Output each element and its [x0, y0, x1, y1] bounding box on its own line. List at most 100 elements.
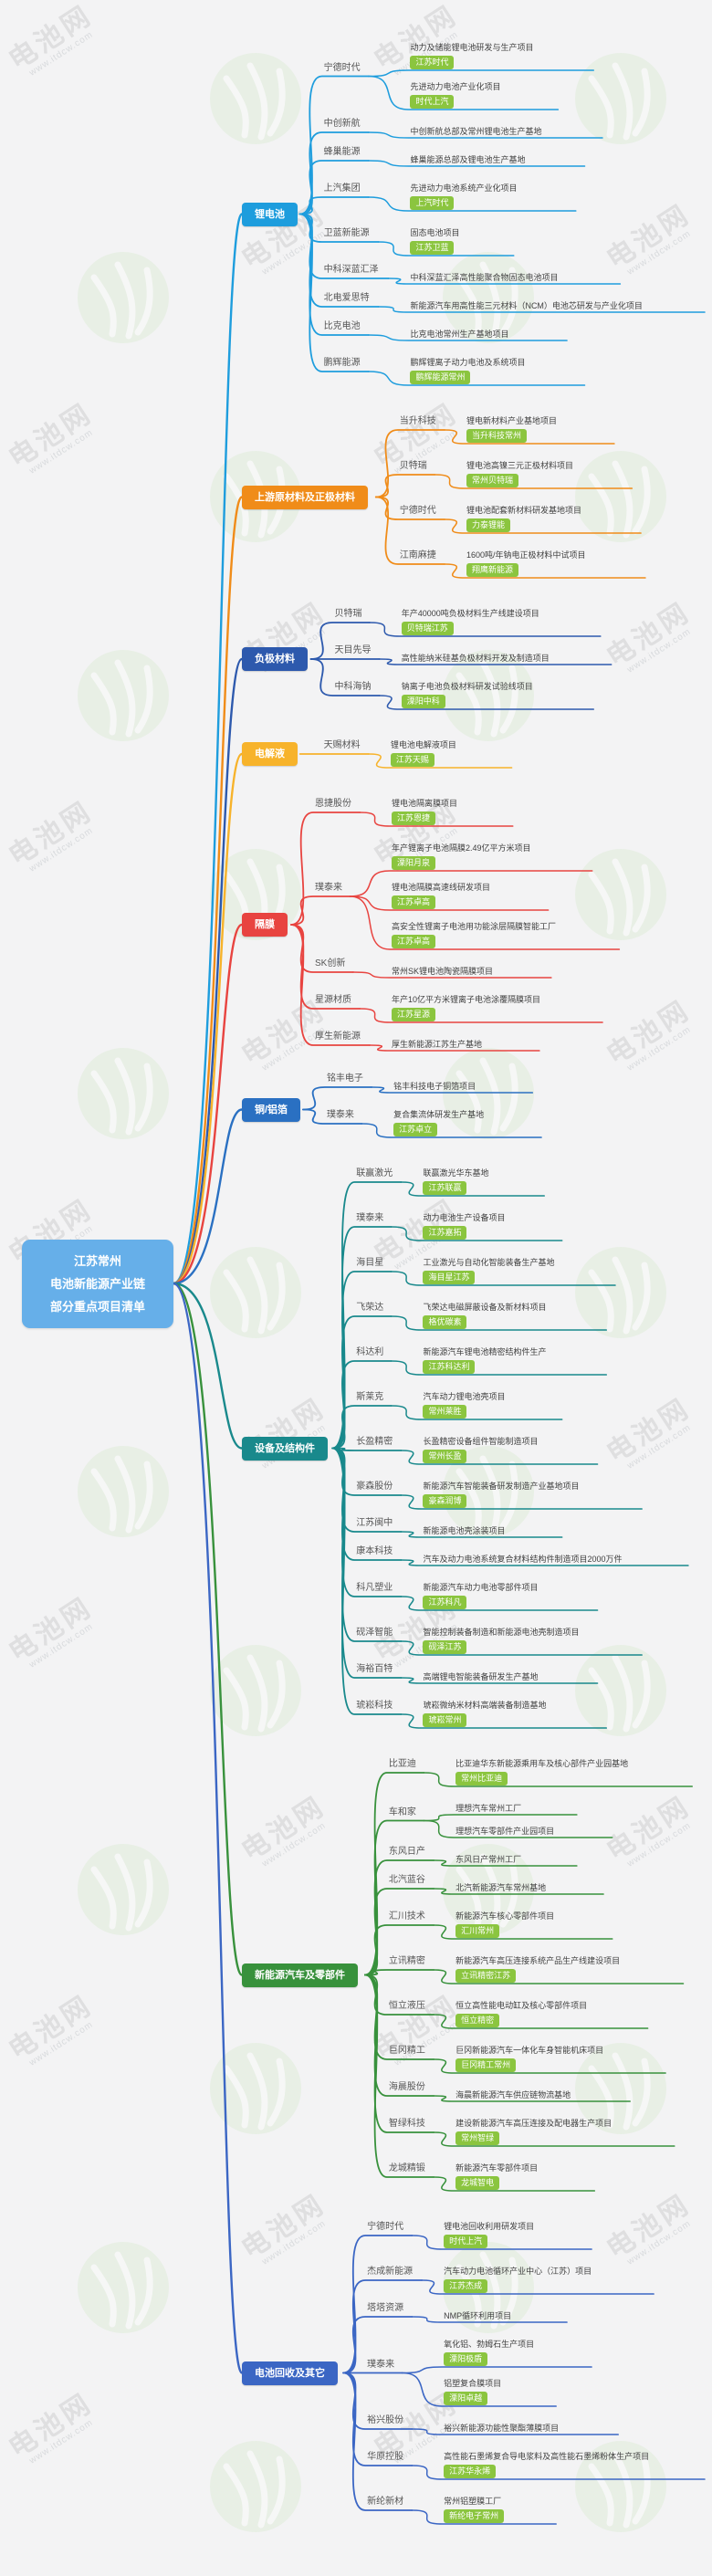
project-title: 汽车及动力电池系统复合材料结构件制造项目2000万件 [423, 1555, 623, 1564]
project-item: 蜂巢能源总部及锂电池生产基地 [410, 154, 525, 165]
company-label: 璞泰来 [356, 1213, 384, 1223]
branch-connector [331, 1447, 403, 1451]
branch-connector [302, 1108, 363, 1125]
project-company-tag: 常州比亚迪 [455, 1772, 508, 1785]
branch-node-6: 铜/铝箔 [242, 1097, 301, 1122]
project-title: 年产10亿平方米锂离子电池涂覆隔膜项目 [391, 995, 540, 1004]
project-item: 建设新能源汽车高压连接及配电器生产项目 常州智绿 [455, 2118, 612, 2145]
project-title: 琥崧微纳米材料高端装备制造基地 [423, 1701, 547, 1710]
project-item: 锂电池电解液项目 江苏天赐 [390, 739, 456, 767]
branch-node-4: 电解液 [242, 742, 298, 766]
branch-connector [400, 1677, 599, 1684]
project-title: 东风日产常州工厂 [455, 1855, 522, 1864]
company-label: 康本科技 [356, 1546, 393, 1556]
project-item: 铝塑复合膜项目 溧阳卓越 [444, 2378, 501, 2405]
project-item: 氧化铝、勃姆石生产项目 溧阳极盾 [444, 2339, 534, 2366]
branch-connector [364, 1888, 435, 1976]
central-topic-line2: 电池新能源产业链 [49, 1277, 145, 1291]
branch-connector [368, 160, 586, 167]
project-company-tag: 江苏联赢 [423, 1181, 467, 1195]
project-item: 固态电池项目 江苏卫蓝 [410, 227, 459, 255]
branch-connector [400, 1559, 689, 1566]
project-item: 汽车及动力电池系统复合材料结构件制造项目2000万件 [423, 1554, 622, 1565]
project-title: 高端锂电智能装备研发生产基地 [423, 1672, 539, 1681]
company-label: 科达利 [356, 1347, 384, 1357]
company-label: 海目星 [356, 1258, 384, 1268]
company-label: 长盈精密 [356, 1437, 393, 1447]
branch-connector [331, 1405, 393, 1450]
project-item: 先进动力电池产业化项目 时代上汽 [410, 81, 500, 109]
project-company-tag: 汇川常州 [455, 1924, 500, 1938]
branch-connector [309, 622, 371, 660]
branch-connector [401, 2366, 592, 2374]
project-company-tag: 时代上汽 [410, 95, 455, 109]
branch-connector [444, 518, 642, 534]
company-label: 璞泰来 [367, 2359, 395, 2370]
branch-connector [433, 1969, 685, 1984]
project-title: 固态电池项目 [410, 228, 460, 237]
branch-connector [302, 1086, 373, 1111]
project-title: 建设新能源汽车高压连接及配电器生产项目 [455, 2119, 613, 2128]
branch-connector [172, 1108, 244, 1285]
branch-connector [400, 1531, 563, 1538]
project-title: NMP循环利用项目 [444, 2311, 512, 2320]
company-label: 北汽蓝谷 [388, 1875, 425, 1885]
project-company-tag: 恒立精密 [455, 2014, 500, 2027]
project-company-tag: 江苏恩捷 [391, 812, 435, 825]
company-label: 江南麻捷 [399, 550, 436, 560]
branch-connector [331, 1315, 393, 1450]
project-item: 比克电池常州生产基地项目 [410, 329, 508, 340]
project-title: 年产40000吨负极材料生产线建设项目 [401, 609, 539, 618]
company-label: 龙城精锻 [388, 2163, 425, 2173]
project-title: 理想汽车常州工厂 [455, 1804, 522, 1813]
branch-node-8: 新能源汽车及零部件 [242, 1963, 358, 1987]
project-company-tag: 当升科技常州 [466, 429, 527, 443]
branch-connector [390, 1226, 563, 1241]
branch-connector [290, 924, 371, 1046]
branch-connector [421, 2279, 654, 2295]
company-label: 飞荣达 [356, 1303, 384, 1313]
company-label: 斯莱克 [356, 1392, 384, 1402]
company-label: 海裕百特 [356, 1664, 393, 1674]
project-title: 理想汽车零部件产业园项目 [455, 1827, 555, 1836]
company-label: 中科海钠 [334, 682, 372, 692]
branch-connector [423, 1819, 613, 1838]
branch-node-5: 隔膜 [242, 913, 288, 937]
project-item: 东风日产常州工厂 [455, 1854, 521, 1865]
project-title: 长盈精密设备组件智能制造项目 [423, 1437, 539, 1446]
project-title: 锂电池高镍三元正极材料项目 [466, 461, 573, 470]
branch-connector [411, 2465, 706, 2480]
company-label: 卫蓝新能源 [323, 228, 370, 238]
project-item: 动力电池生产设备项目 江苏嘉拓 [423, 1212, 505, 1240]
project-item: NMP循环利用项目 [444, 2310, 511, 2321]
branch-connector [342, 2279, 424, 2374]
branch-connector [433, 1924, 613, 1940]
project-item: 汽车动力锂电池壳项目 常州莱胜 [423, 1391, 505, 1419]
project-company-tag: 江苏华永烯 [444, 2465, 497, 2478]
project-title: 中创新航总部及常州锂电池生产基地 [410, 127, 542, 136]
project-company-tag: 江苏卓立 [393, 1123, 438, 1136]
branch-connector [349, 870, 593, 897]
company-label: SK创新 [315, 958, 346, 969]
branch-connector [411, 2428, 619, 2435]
project-item: 钠离子电池负极材料研发试验线项目 溧阳中科 [401, 681, 533, 708]
project-company-tag: 上汽时代 [410, 196, 455, 210]
project-item: 新能源汽车智能装备研发制造产业基地项目 豪森润博 [423, 1481, 579, 1508]
project-company-tag: 常州贝特瑞 [466, 474, 518, 487]
project-title: 新能源汽车智能装备研发制造产业基地项目 [423, 1482, 580, 1491]
project-title: 1600吨/年钠电正极材料中试项目 [466, 550, 586, 560]
project-item: 新能源汽车高压连接系统产品生产线建设项目 立讯精密江苏 [455, 1955, 620, 1983]
project-title: 锂电池配套新材料研发基地项目 [466, 506, 581, 515]
company-label: 中创新航 [323, 119, 361, 129]
branch-connector [390, 1315, 608, 1331]
project-title: 汽车动力锂电池壳项目 [423, 1392, 506, 1401]
company-label: 宁德时代 [399, 506, 436, 516]
project-item: 新能源电池壳涂装项目 [423, 1525, 505, 1536]
project-item: 常州SK锂电池陶瓷隔膜项目 [392, 966, 493, 977]
branch-connector [433, 1888, 604, 1895]
branch-connector [298, 213, 370, 372]
branch-connector [172, 657, 244, 1285]
project-item: 新能源汽车动力电池零部件项目 江苏科凡 [423, 1582, 538, 1609]
branch-connector [371, 1086, 534, 1094]
branch-connector [400, 1596, 599, 1611]
